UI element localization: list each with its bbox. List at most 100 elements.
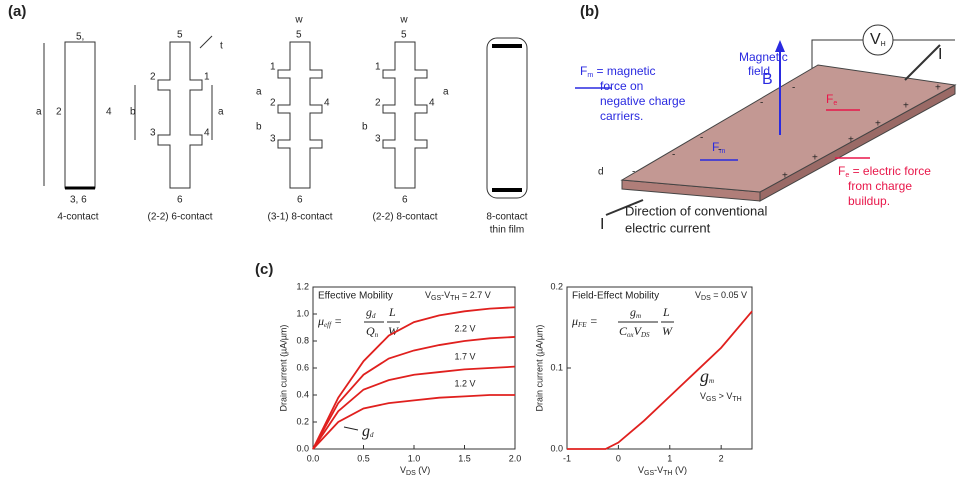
panel-label: (b) <box>580 3 599 20</box>
text-part: DS <box>701 295 711 302</box>
text-part: eff <box>324 321 332 329</box>
minus: - <box>792 83 795 94</box>
formula: L <box>662 305 670 319</box>
caption: (2-2) 8-contact <box>372 212 437 223</box>
text-part: V <box>634 324 643 338</box>
formula: gm <box>630 305 641 320</box>
x-tick-label: 2.0 <box>509 453 522 463</box>
charges: - - - - - - + + + + + + <box>632 83 941 182</box>
y-tick-label: 0.1 <box>550 362 563 372</box>
label: from charge <box>848 179 912 193</box>
text-part: (V) <box>416 465 431 475</box>
formula: μeff = <box>317 314 342 329</box>
label: Fm <box>712 140 725 155</box>
current: I <box>938 46 942 63</box>
text-part: GS <box>431 295 441 302</box>
text-part: TH <box>732 396 741 403</box>
label: 6 <box>177 195 183 206</box>
text-part: V <box>400 465 406 475</box>
text-part: V <box>695 290 701 300</box>
series-line <box>312 336 516 450</box>
text-part: V <box>638 465 644 475</box>
label: b <box>362 122 368 133</box>
formula: CoxVDS <box>619 324 650 339</box>
text-part: TH <box>450 295 459 302</box>
plus: + <box>848 135 854 146</box>
label: 4 <box>106 107 112 118</box>
label: 1 <box>375 62 381 73</box>
minus: - <box>718 145 721 156</box>
label: 4 <box>204 128 210 139</box>
text-part: > V <box>716 391 732 401</box>
x-tick-label: 1.0 <box>408 453 421 463</box>
text-part: -V <box>654 465 663 475</box>
text-part: g <box>362 423 370 440</box>
label: w <box>399 15 408 26</box>
caption: 4-contact <box>57 212 98 223</box>
minus: - <box>632 167 635 178</box>
curve-label: gm <box>700 366 714 386</box>
x-tick-label: 1.5 <box>458 453 471 463</box>
text-part: ox <box>627 331 635 339</box>
formula: W <box>662 324 673 338</box>
text-part: H <box>881 41 886 48</box>
label: Fm = magnetic <box>580 64 656 79</box>
text-part: g <box>700 366 709 386</box>
series-line <box>312 306 516 450</box>
curve-label: gd <box>362 423 374 440</box>
label: a <box>256 87 262 98</box>
panel-label: (a) <box>8 3 26 20</box>
text-part: = magnetic <box>593 64 655 78</box>
vh: VH <box>870 31 886 48</box>
label: 3 <box>270 134 276 145</box>
text-part: = 0.05 V <box>711 290 747 300</box>
label: a <box>36 107 42 118</box>
label: 4 <box>429 98 435 109</box>
text-part: n <box>375 331 379 339</box>
chart-title: Effective Mobility <box>318 291 393 302</box>
panel-a: 5, a 2 4 3, 6 4-contact 5 t 2 1 b a 3 4 … <box>36 15 528 236</box>
series-label: 1.2 V <box>455 379 476 389</box>
label: 1 <box>270 62 276 73</box>
y-tick-label: 1.2 <box>296 281 309 291</box>
text-part: d <box>370 431 374 439</box>
minus: - <box>760 98 763 109</box>
text-part: μ <box>317 314 324 328</box>
text-part: g <box>366 305 372 319</box>
text-part: Q <box>366 324 375 338</box>
series-label: 2.2 V <box>455 323 476 333</box>
x-tick-label: 0 <box>616 453 621 463</box>
label: a <box>218 107 224 118</box>
label: 5 <box>177 30 183 41</box>
text-part: TH <box>663 470 672 477</box>
label: 2 <box>375 98 381 109</box>
panel-b: VH I I Direction of conventional electri… <box>575 24 957 235</box>
label: 3 <box>375 134 381 145</box>
formula: μFE = <box>571 314 598 329</box>
note: electric current <box>625 220 711 235</box>
x-axis-label: VGS-VTH (V) <box>638 465 687 476</box>
x-axis-label: VDS (V) <box>400 465 430 476</box>
label: t <box>220 41 223 52</box>
label: d <box>598 167 604 178</box>
y-tick-label: 0.0 <box>550 443 563 453</box>
label: 6 <box>297 195 303 206</box>
plus: + <box>875 119 881 130</box>
y-tick-label: 1.0 <box>296 308 309 318</box>
caption: 8-contact <box>486 212 527 223</box>
label: 4 <box>324 98 330 109</box>
note: Direction of conventional <box>625 203 767 218</box>
text-part: m <box>709 377 714 385</box>
plot-frame <box>566 286 753 450</box>
text-part: DS <box>406 470 416 477</box>
minus: - <box>672 150 675 161</box>
text-part: d <box>372 312 376 320</box>
text-part: F <box>838 164 845 178</box>
label: 5 <box>401 30 407 41</box>
text-part: = <box>587 314 598 328</box>
label: b <box>130 107 136 118</box>
current: I <box>600 216 604 233</box>
label: 2 <box>56 107 62 118</box>
plus: + <box>782 171 788 182</box>
